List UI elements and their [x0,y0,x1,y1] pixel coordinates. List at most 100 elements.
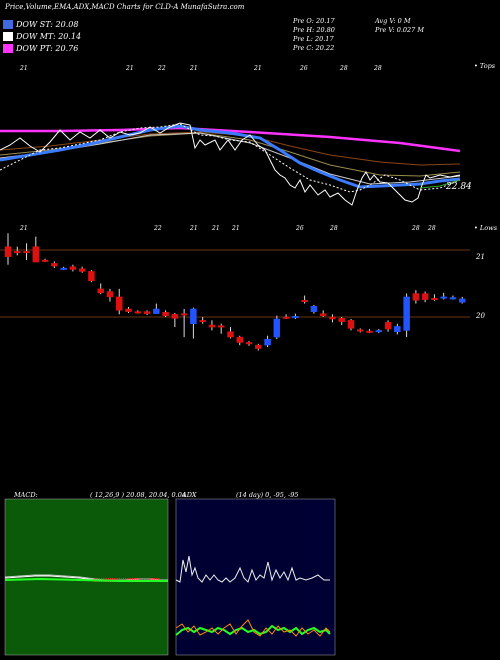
low-date-label: 21 [189,225,198,232]
price-line [0,122,461,206]
top-date-label: 21 [125,65,134,72]
candle-body [421,293,429,300]
low-date-label: 21 [231,225,240,232]
low-date-label: 21 [19,225,28,232]
stat-pre-volume: Pre V: 0.027 M [375,26,425,34]
low-date-label: 21 [211,225,220,232]
candle-body [264,338,271,346]
legend-swatch-pt [3,44,13,53]
candle-body [134,311,142,314]
low-date-label: 28 [329,225,338,232]
adx-params: (14 day) 0, -95, -95 [236,491,299,499]
candle-body [97,288,104,294]
legend-dow-pt: DOW PT: 20.76 [3,43,78,54]
low-date-label: 22 [153,225,162,232]
candle-body [338,318,345,322]
candle-body [273,318,281,338]
candle-body [319,313,327,316]
candle-body [88,271,95,282]
low-date-label: 26 [295,225,304,232]
low-date-label: 28 [411,225,420,232]
candle-body [106,291,114,298]
candle-body [394,326,401,332]
tops-label: • Tops [474,62,496,70]
candle-body [282,316,290,319]
candle-body [153,308,160,314]
legend-label-mt: DOW MT: 20.14 [16,32,82,41]
candle-body [384,322,392,330]
candle-body [449,297,457,300]
candle-body [236,336,243,343]
candle-body [32,246,40,263]
stat-pre-low: Pre L: 20.17 [293,35,334,43]
macd-label: MACD: [14,491,38,499]
stat-avg-volume: Avg V: 0 M [375,17,411,25]
candle-body [227,331,234,338]
candle-body [208,324,216,328]
candle-body [310,306,318,312]
candle-body [199,320,206,323]
candle-body [458,298,466,303]
macd-params: ( 12,26,9 ) 20.08, 20.04, 0.04 [90,491,187,499]
lows-label: • Lows [474,224,498,232]
stat-pre-open: Pre O: 20.17 [293,17,335,25]
candle-body [255,344,262,349]
candle-body [23,251,30,254]
legend-label-pt: DOW PT: 20.76 [16,44,79,53]
candle-body [143,311,151,314]
candle-body [171,314,179,319]
candle-body [4,246,12,257]
candle-body [292,316,299,319]
stat-pre-high: Pre H: 20.80 [293,26,335,34]
candle-body [162,312,169,316]
top-date-label: 28 [339,65,348,72]
candle-body [375,330,383,333]
macd-green-line [4,577,168,582]
price-label-21: 21 [476,253,485,261]
candle-body [51,263,58,267]
candle-body [301,300,308,302]
ema-grey-line [0,132,461,185]
ema-blue-line [0,124,461,189]
top-date-label: 21 [253,65,262,72]
candle-body [431,297,438,300]
candle-body [125,308,132,312]
low-date-label: 28 [427,225,436,232]
adx-label: ADX [182,491,197,499]
ema-panel [0,122,461,206]
candle-body [69,266,77,270]
adx-lines [175,555,331,637]
candle-body [41,259,49,262]
low-date-labels: 21 22 21 21 21 26 28 28 28 [19,225,436,232]
ema-last-value: 22.84 [446,182,472,192]
legend-swatch-st [3,20,13,29]
candle-body [60,267,67,270]
candle-body [366,330,373,333]
top-date-label: 21 [19,65,28,72]
candle-body [440,296,447,299]
candle-body [403,296,410,331]
candle-body [14,251,21,254]
candlestick-series [4,233,466,351]
legend-swatch-mt [3,32,13,41]
chart-title: Price,Volume,EMA,ADX,MACD Charts for CLD… [5,3,245,11]
candle-body [217,325,225,328]
candle-body [190,308,197,324]
top-date-label: 26 [299,65,308,72]
candle-body [115,296,123,311]
candle-body [357,329,364,332]
top-date-labels: 21 21 22 21 21 26 28 28 [19,65,382,72]
candle-body [245,342,253,345]
ema-green-short [419,179,461,189]
legend-dow-mt: DOW MT: 20.14 [3,31,81,42]
adx-white-line [175,555,330,583]
candle-body [180,313,188,316]
adx-orange-line [175,619,331,637]
candle-body [78,268,86,272]
legend-label-st: DOW ST: 20.08 [16,20,79,29]
macd-lines [4,574,169,582]
candle-body [347,320,355,329]
candle-body [329,316,336,320]
top-date-label: 28 [373,65,382,72]
